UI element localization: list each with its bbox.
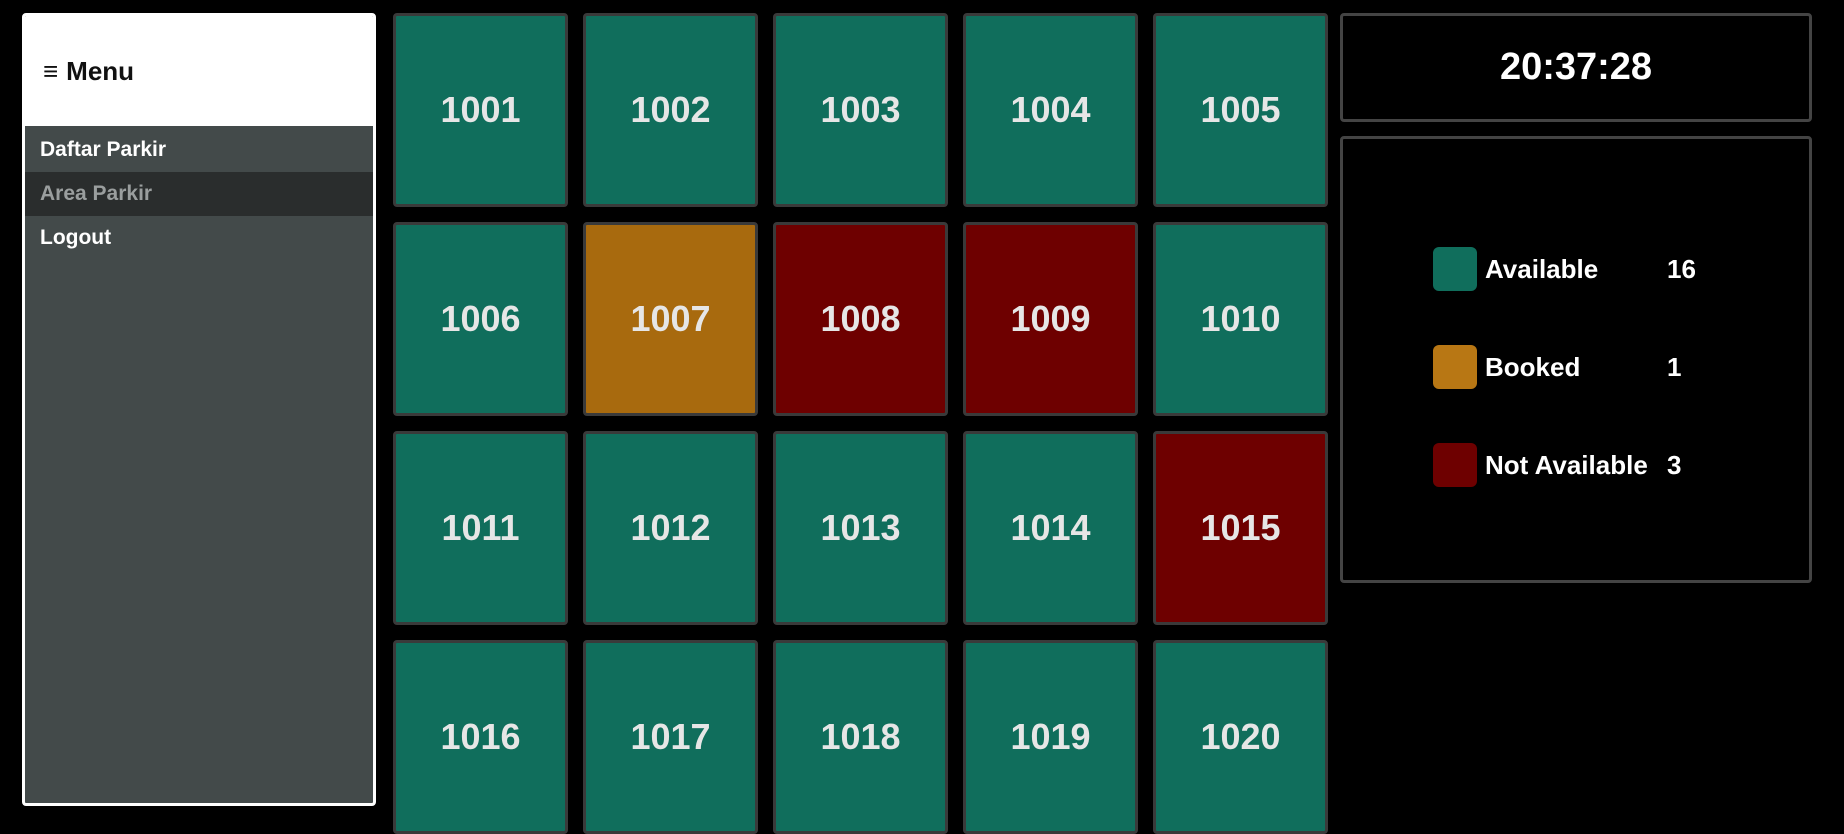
not-available-swatch [1433,443,1477,487]
legend-row-booked: Booked 1 [1433,345,1681,389]
legend-row-not-available: Not Available 3 [1433,443,1681,487]
legend-row-available: Available 16 [1433,247,1696,291]
hamburger-icon[interactable]: ≡ [43,55,59,86]
parking-slot[interactable]: 1019 [963,640,1138,834]
sidebar-item-logout[interactable]: Logout [40,226,112,249]
clock-time: 20:37:28 [1499,46,1653,88]
parking-slot[interactable]: 1013 [773,431,948,625]
menu-list: Daftar Parkir Area Parkir Logout [25,126,373,260]
legend-count: 1 [1667,351,1682,382]
legend-label: Not Available [1485,449,1648,480]
parking-slot[interactable]: 1006 [393,222,568,416]
parking-slot[interactable]: 1016 [393,640,568,834]
clock-panel: 20:37:28 [1340,13,1812,122]
legend-count: 3 [1667,449,1682,480]
sidebar-menu: ≡ Menu Daftar Parkir Area Parkir Logout [22,13,376,806]
legend-panel: Available 16 Booked 1 Not Available 3 [1340,136,1812,583]
available-swatch [1433,247,1477,291]
parking-slot[interactable]: 1004 [963,13,1138,207]
parking-slot[interactable]: 1008 [773,222,948,416]
parking-slot[interactable]: 1015 [1153,431,1328,625]
legend-count: 16 [1667,253,1696,284]
parking-slot[interactable]: 1011 [393,431,568,625]
parking-slot[interactable]: 1017 [583,640,758,834]
parking-slot[interactable]: 1005 [1153,13,1328,207]
parking-slot[interactable]: 1010 [1153,222,1328,416]
menu-title: Menu [66,55,135,86]
sidebar-item-daftar-parkir[interactable]: Daftar Parkir [40,138,167,161]
parking-slot[interactable]: 1003 [773,13,948,207]
parking-slot[interactable]: 1001 [393,13,568,207]
parking-slot[interactable]: 1020 [1153,640,1328,834]
legend-label: Available [1485,253,1599,284]
parking-slot[interactable]: 1018 [773,640,948,834]
menu-header[interactable]: ≡ Menu [25,16,373,126]
sidebar-item-area-parkir[interactable]: Area Parkir [25,172,373,216]
parking-slot[interactable]: 1007 [583,222,758,416]
parking-slot-grid: 1001 1002 1003 1004 1005 1006 1007 1008 … [393,13,1328,834]
parking-slot[interactable]: 1012 [583,431,758,625]
parking-slot[interactable]: 1002 [583,13,758,207]
legend-label: Booked [1485,351,1581,382]
parking-slot[interactable]: 1014 [963,431,1138,625]
booked-swatch [1433,345,1477,389]
parking-slot[interactable]: 1009 [963,222,1138,416]
